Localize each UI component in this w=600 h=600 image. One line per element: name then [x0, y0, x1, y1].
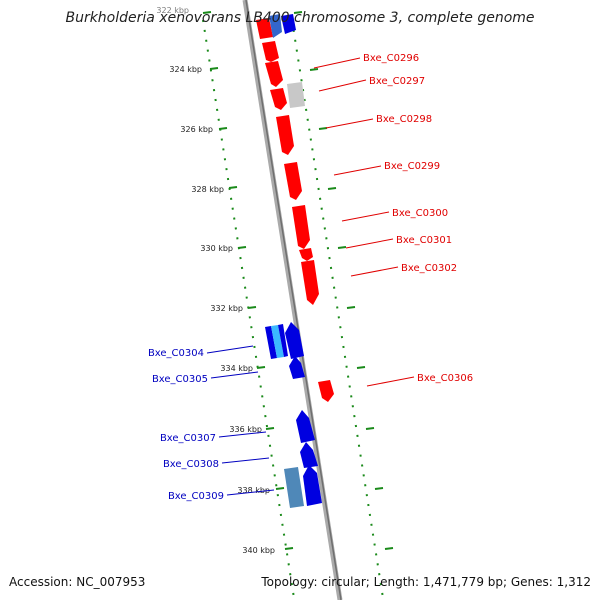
genome-summary-text: Topology: circular; Length: 1,471,779 bp…	[261, 575, 591, 589]
gene-label-text: Bxe_C0309	[168, 491, 224, 502]
gene-label-text: Bxe_C0298	[376, 114, 432, 125]
tick-label: 330 kbp	[200, 244, 233, 253]
gene-label-Bxe_C0302[interactable]: Bxe_C0302	[350, 263, 457, 277]
gene-label-text: Bxe_C0306	[417, 373, 473, 384]
gene-label-Bxe_C0306[interactable]: Bxe_C0306	[366, 373, 473, 387]
gene-red-mid[interactable]	[270, 88, 287, 110]
gene-label-Bxe_C0300[interactable]: Bxe_C0300	[341, 208, 448, 222]
gene-label-Bxe_C0309[interactable]: Bxe_C0309	[168, 489, 275, 502]
gene-label-text: Bxe_C0297	[369, 76, 425, 87]
gene-label-Bxe_C0299[interactable]: Bxe_C0299	[333, 161, 440, 176]
gene-Bxe_C0307-feature[interactable]	[296, 410, 315, 443]
tick-334: 334 kbp	[220, 364, 366, 373]
gene-labels: Bxe_C0296 Bxe_C0297 Bxe_C0298 Bxe_C0299 …	[148, 53, 473, 502]
tick-336: 336 kbp	[229, 425, 375, 434]
gene-label-text: Bxe_C0307	[160, 433, 216, 444]
right-tick-track	[291, 19, 384, 599]
tick-340: 340 kbp	[242, 546, 394, 555]
gene-label-text: Bxe_C0302	[401, 263, 457, 274]
tick-label: 338 kbp	[237, 486, 270, 495]
tick-338: 338 kbp	[237, 486, 384, 495]
gene-Bxe_C0298-feature[interactable]	[276, 115, 294, 155]
tick-330: 330 kbp	[200, 244, 347, 253]
gene-Bxe_C0304-feature[interactable]	[265, 322, 304, 359]
gene-label-Bxe_C0304[interactable]: Bxe_C0304	[148, 345, 254, 359]
tick-label: 334 kbp	[220, 364, 253, 373]
gene-Bxe_C0305-feature[interactable]	[289, 356, 305, 379]
gene-label-Bxe_C0298[interactable]: Bxe_C0298	[325, 114, 432, 129]
gene-label-Bxe_C0297[interactable]: Bxe_C0297	[318, 76, 425, 92]
tick-label: 326 kbp	[180, 125, 213, 134]
gene-label-text: Bxe_C0308	[163, 459, 219, 470]
gene-label-text: Bxe_C0304	[148, 348, 204, 359]
tick-label: 324 kbp	[169, 65, 202, 74]
gene-label-text: Bxe_C0301	[396, 235, 452, 246]
coordinate-ticks: 322 kbp 324 kbp 326 kbp 328 kbp 330 kbp …	[156, 6, 394, 555]
gene-Bxe_C0308-feature[interactable]	[300, 442, 318, 468]
tick-322: 322 kbp	[156, 6, 303, 15]
tick-324: 324 kbp	[169, 65, 319, 74]
gene-Bxe_C0302-feature[interactable]	[301, 260, 319, 305]
tick-332: 332 kbp	[210, 304, 356, 313]
tick-label: 332 kbp	[210, 304, 243, 313]
tick-328: 328 kbp	[191, 185, 337, 194]
gene-label-text: Bxe_C0300	[392, 208, 448, 219]
gene-Bxe_C0297-feature[interactable]	[265, 61, 305, 108]
map-title: Burkholderia xenovorans LB400 chromosome…	[65, 10, 535, 26]
tick-label: 340 kbp	[242, 546, 275, 555]
gene-Bxe_C0299-feature[interactable]	[284, 162, 302, 200]
gene-label-text: Bxe_C0296	[363, 53, 419, 64]
tick-label: 336 kbp	[229, 425, 262, 434]
gene-Bxe_C0300-feature[interactable]	[292, 205, 310, 249]
tick-label: 328 kbp	[191, 185, 224, 194]
gene-Bxe_C0306-feature[interactable]	[318, 380, 334, 402]
gene-unlabeled-top[interactable]	[256, 14, 296, 39]
gene-label-Bxe_C0296[interactable]: Bxe_C0296	[313, 53, 419, 69]
gene-Bxe_C0296-feature[interactable]	[262, 41, 279, 62]
gene-label-Bxe_C0307[interactable]: Bxe_C0307	[160, 431, 267, 444]
gene-Bxe_C0309-feature[interactable]	[284, 465, 322, 508]
gene-label-text: Bxe_C0299	[384, 161, 440, 172]
gene-label-Bxe_C0305[interactable]: Bxe_C0305	[152, 371, 259, 385]
gene-label-Bxe_C0308[interactable]: Bxe_C0308	[163, 457, 270, 470]
tick-label: 322 kbp	[156, 6, 189, 15]
accession-text: Accession: NC_007953	[9, 575, 146, 589]
gene-Bxe_C0301-feature[interactable]	[299, 248, 313, 261]
gene-label-text: Bxe_C0305	[152, 374, 208, 385]
genome-backbone	[242, 0, 343, 600]
tick-326: 326 kbp	[180, 125, 328, 134]
gene-label-Bxe_C0301[interactable]: Bxe_C0301	[345, 235, 452, 249]
